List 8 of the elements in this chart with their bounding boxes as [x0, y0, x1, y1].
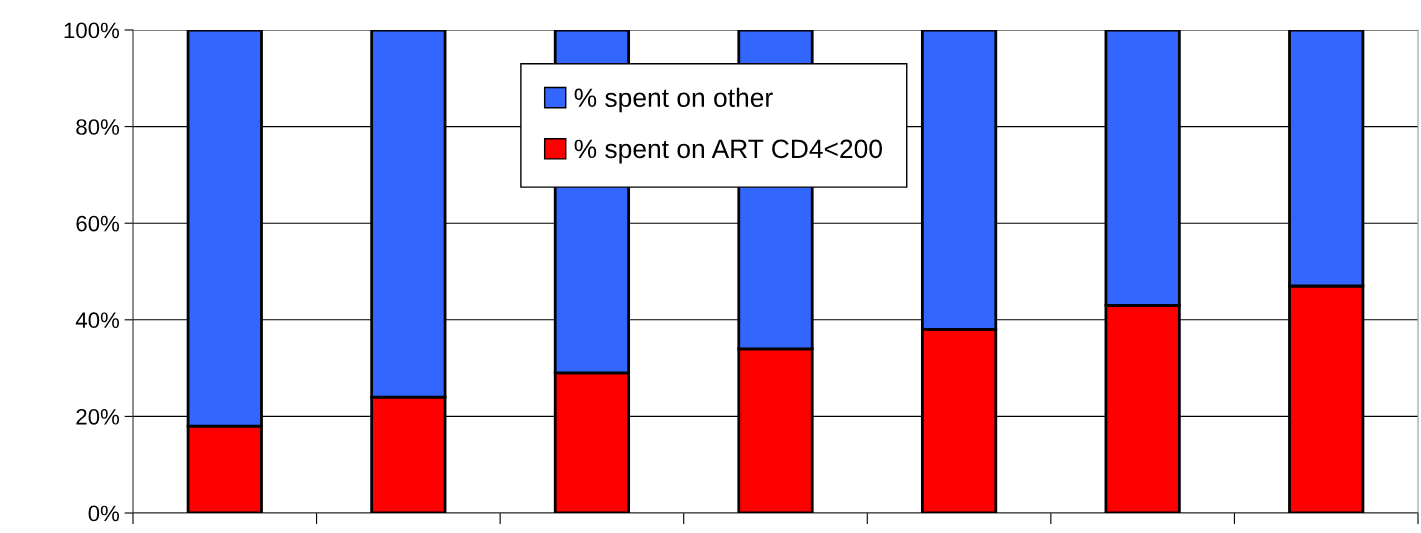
y-tick-label: 0% — [88, 505, 120, 522]
y-tick-label: 100% — [64, 22, 120, 39]
legend-label: % spent on other — [574, 87, 773, 113]
y-tick-label: 80% — [76, 119, 120, 135]
y-tick-label: 20% — [76, 408, 120, 425]
y-tick-label: 40% — [75, 312, 120, 329]
legend-label: % spent on ART CD4<200 — [574, 139, 882, 164]
y-tick-label: 60% — [76, 215, 120, 232]
